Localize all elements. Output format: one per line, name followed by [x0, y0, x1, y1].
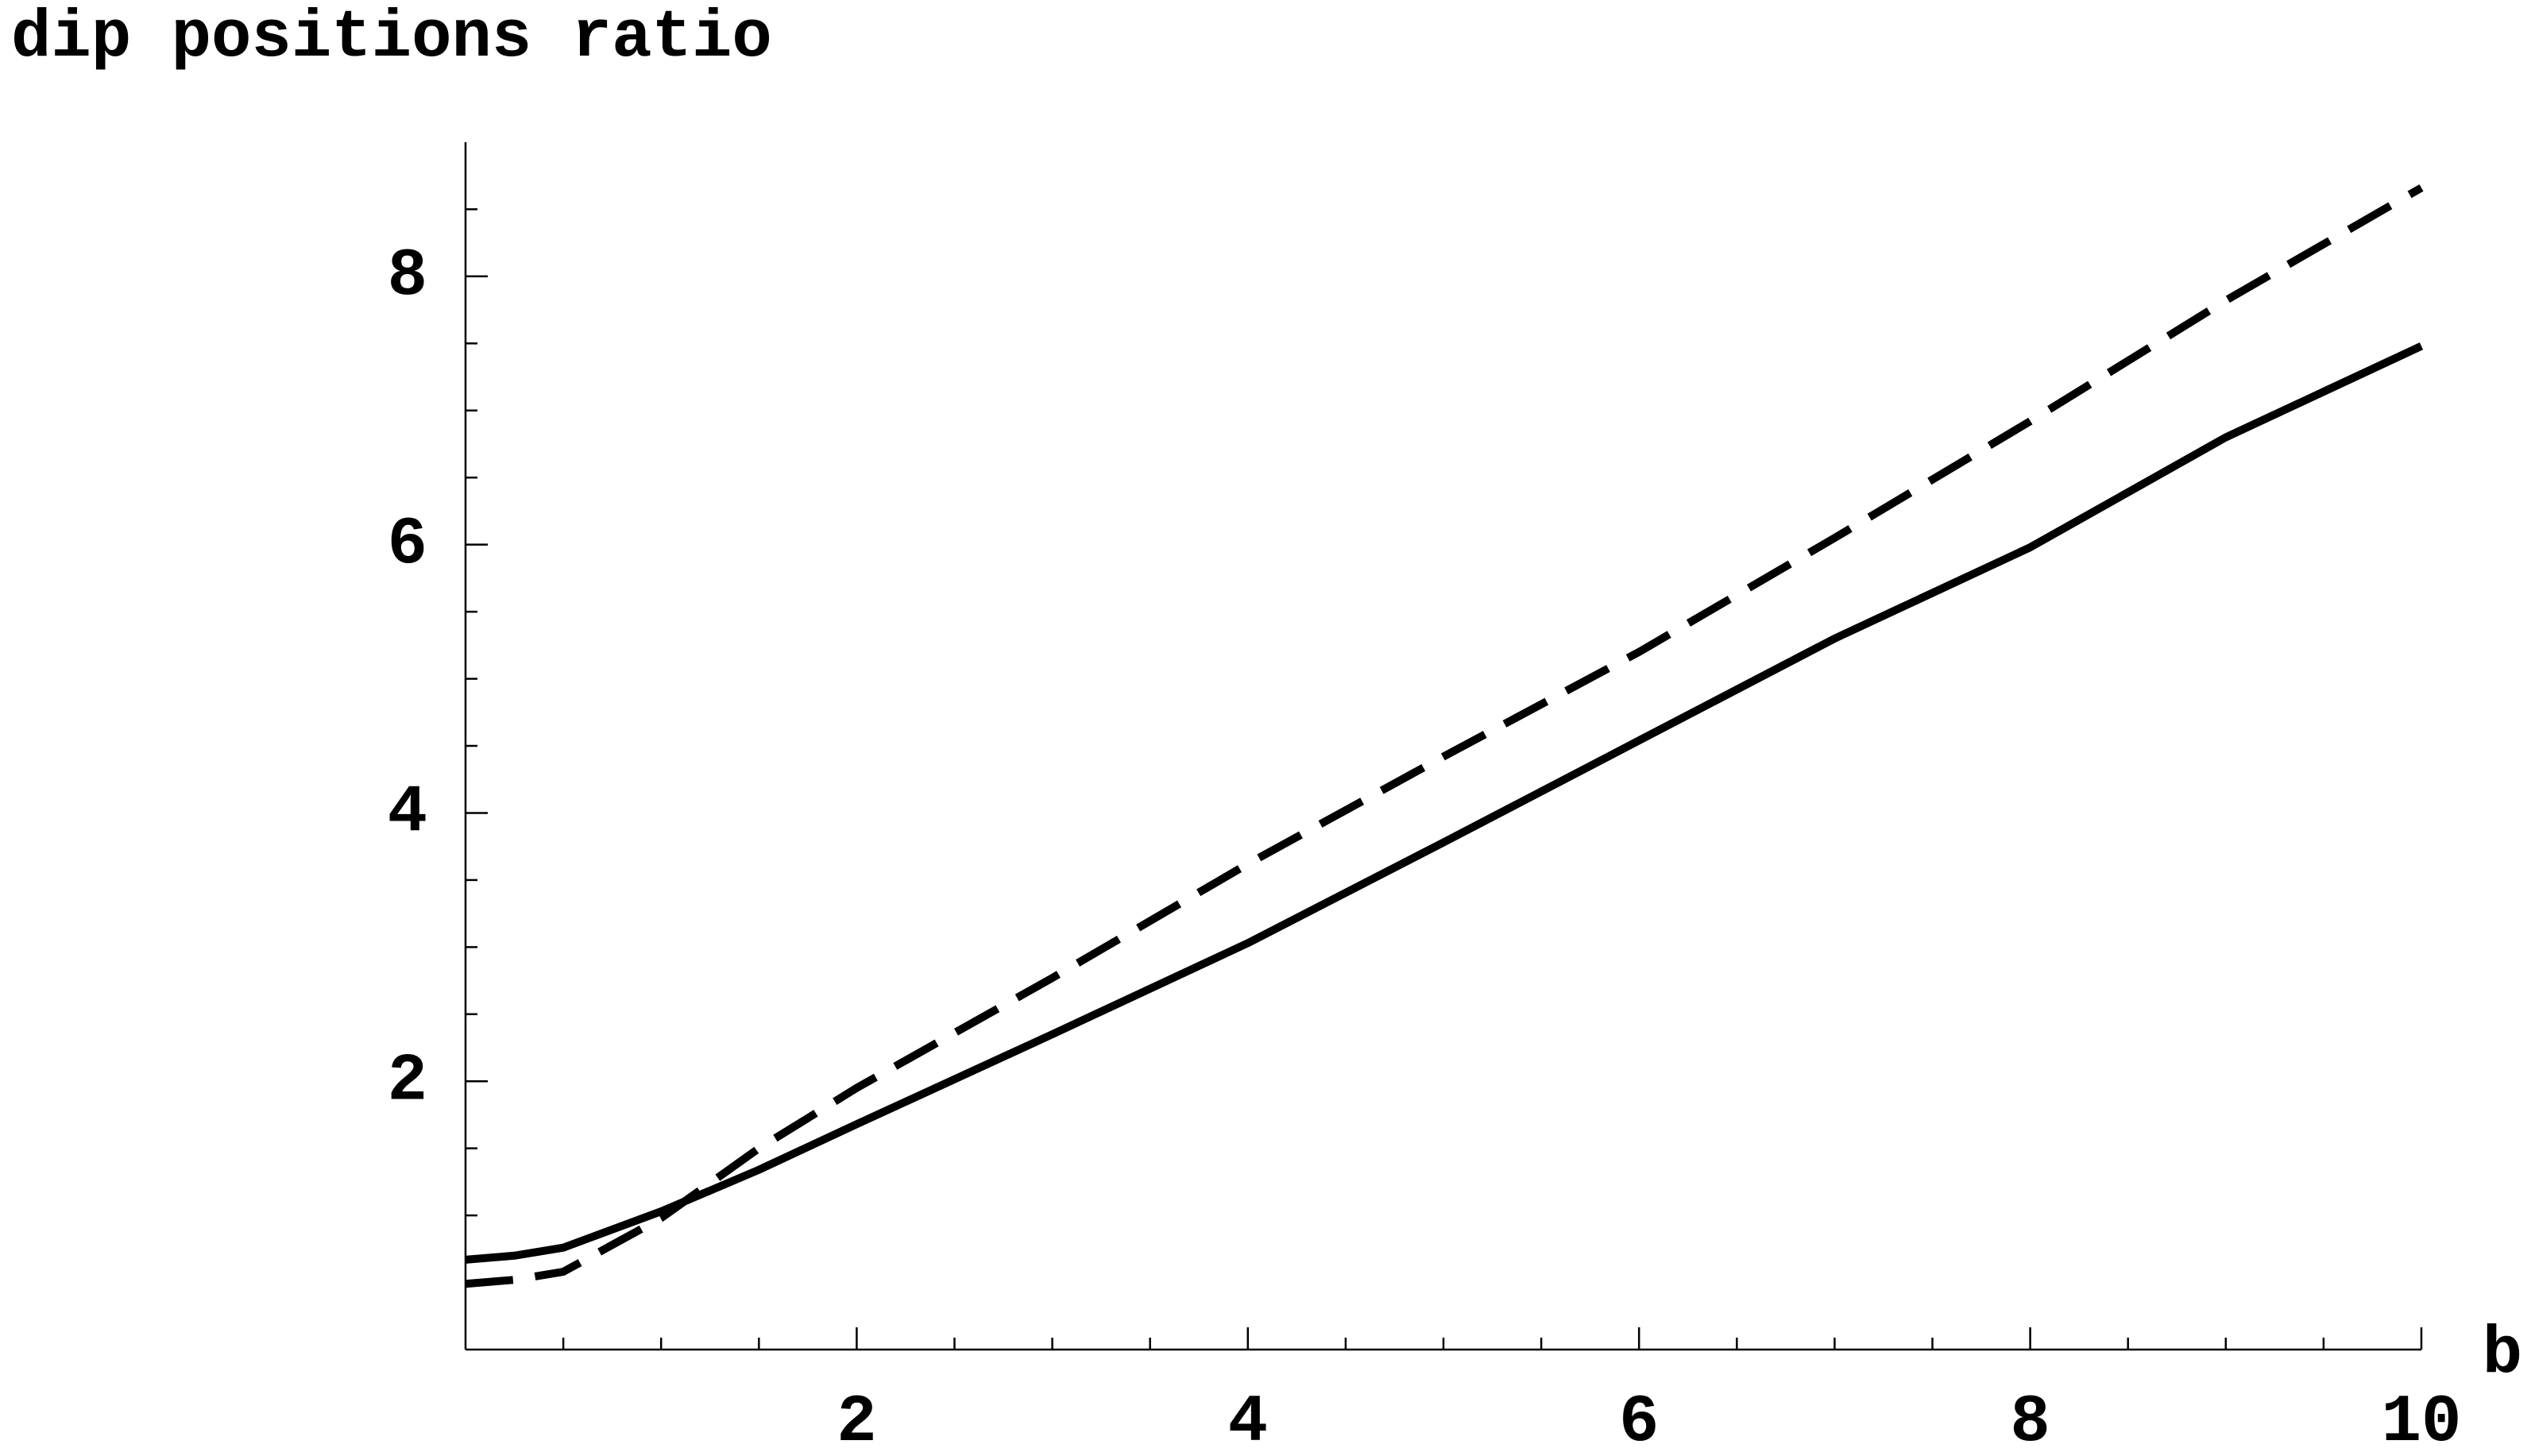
y-tick-label: 6: [388, 508, 427, 583]
x-tick-label: 6: [1619, 1385, 1659, 1456]
x-axis-label: b: [2483, 1317, 2522, 1392]
x-tick-label: 10: [2382, 1385, 2462, 1456]
solid-line: [465, 342, 2424, 1264]
y-tick-label: 4: [388, 776, 427, 852]
y-axis-label: dip positions ratio: [11, 1, 772, 76]
x-tick-label: 2: [837, 1385, 876, 1456]
dashed-line: [465, 184, 2424, 1288]
x-tick-label: 4: [1228, 1385, 1268, 1456]
y-tick-label: 2: [388, 1044, 427, 1119]
x-tick-label: 8: [2010, 1385, 2050, 1456]
y-tick-label: 8: [388, 239, 427, 315]
